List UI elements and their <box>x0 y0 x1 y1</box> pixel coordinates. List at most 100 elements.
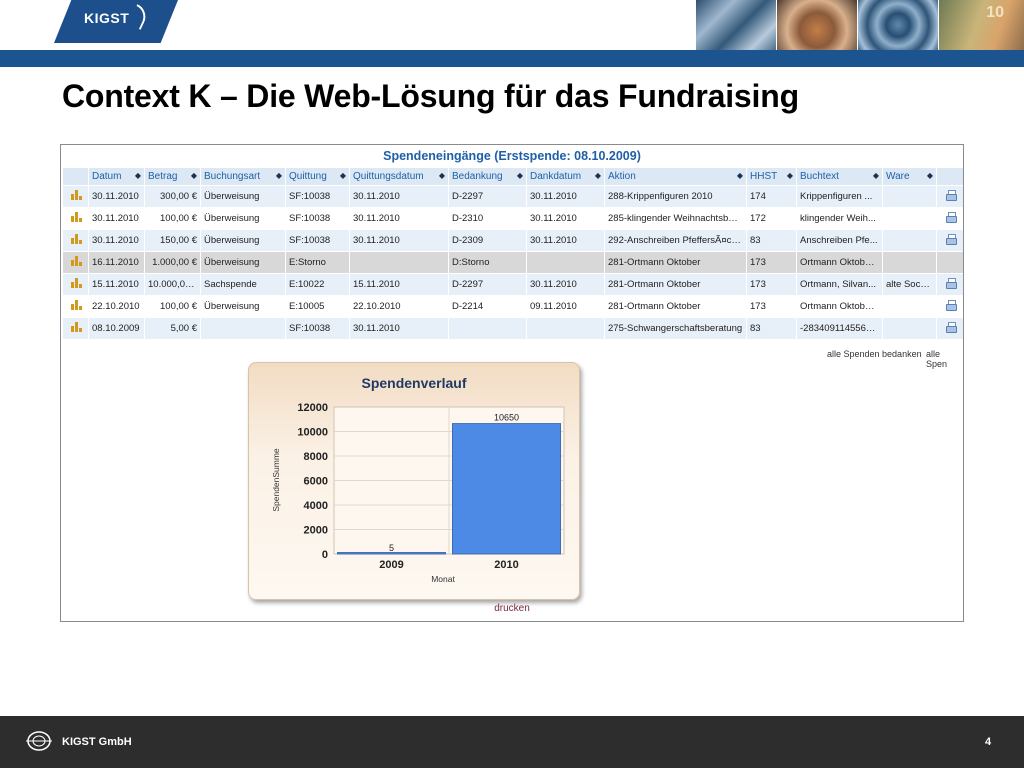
column-header-buchtext[interactable]: Buchtext ◆ <box>796 167 883 186</box>
cell-aktion: 281-Ortmann Oktober <box>604 273 747 296</box>
sort-icon: ◆ <box>275 171 282 180</box>
column-header-hhst[interactable]: HHST ◆ <box>746 167 797 186</box>
cell-quittung: E:10005 <box>285 295 350 318</box>
bar-chart-icon <box>70 256 82 266</box>
cell-bedankung <box>448 317 527 340</box>
bar-chart-icon <box>70 278 82 288</box>
cell-buchungsart: Überweisung <box>200 251 286 274</box>
donations-table: Datum ◆ Betrag ◆ Buchungsart ◆ Quittung ◆ Qu… <box>62 167 963 340</box>
cell-buchtext: -283409114556TP... <box>796 317 883 340</box>
data-label: 5 <box>389 543 394 553</box>
bar-chart-icon <box>70 190 82 200</box>
row-print-button[interactable] <box>936 185 963 208</box>
cell-aktion: 281-Ortmann Oktober <box>604 295 747 318</box>
row-chart-button[interactable] <box>62 295 89 318</box>
cell-buchungsart: Überweisung <box>200 207 286 230</box>
table-header-row: Datum ◆ Betrag ◆ Buchungsart ◆ Quittung ◆ Qu… <box>62 167 963 186</box>
row-print-button[interactable] <box>936 317 963 340</box>
cell-aktion: 288-Krippenfiguren 2010 <box>604 185 747 208</box>
column-label: Datum <box>92 171 122 182</box>
column-header-betrag[interactable]: Betrag ◆ <box>144 167 201 186</box>
footer: KIGST GmbH 4 <box>0 716 1024 768</box>
column-label: Buchtext <box>800 171 839 182</box>
cell-bedankung: D-2297 <box>448 273 527 296</box>
column-header-buchungsart[interactable]: Buchungsart ◆ <box>200 167 286 186</box>
y-tick-label: 4000 <box>304 500 328 512</box>
cell-bedankung: D-2214 <box>448 295 527 318</box>
row-print-button[interactable] <box>936 273 963 296</box>
y-tick-label: 8000 <box>304 451 328 463</box>
donations-panel: Spendeneingänge (Erstspende: 08.10.2009)… <box>60 144 964 622</box>
cell-buchtext: klingender Weih... <box>796 207 883 230</box>
column-label: Ware <box>886 171 910 182</box>
table-row[interactable]: 22.10.2010 100,00 € Überweisung E:10005 … <box>62 295 963 318</box>
table-row[interactable]: 30.11.2010 300,00 € Überweisung SF:10038… <box>62 185 963 208</box>
cell-bedankung: D-2310 <box>448 207 527 230</box>
cell-buchungsart <box>200 317 286 340</box>
row-chart-button[interactable] <box>62 317 89 340</box>
column-header-dankdatum[interactable]: Dankdatum ◆ <box>526 167 605 186</box>
cell-betrag: 10.000,00 € <box>144 273 201 296</box>
table-row[interactable]: 30.11.2010 150,00 € Überweisung SF:10038… <box>62 229 963 252</box>
cell-dankdatum <box>526 317 605 340</box>
table-row[interactable]: 15.11.2010 10.000,00 € Sachspende E:1002… <box>62 273 963 296</box>
sort-icon: ◆ <box>926 171 933 180</box>
cell-quittungsdatum: 22.10.2010 <box>349 295 449 318</box>
column-header-ware[interactable]: Ware ◆ <box>882 167 937 186</box>
column-header-aktion[interactable]: Aktion ◆ <box>604 167 747 186</box>
row-chart-button[interactable] <box>62 207 89 230</box>
cell-quittungsdatum: 30.11.2010 <box>349 207 449 230</box>
row-print-button[interactable] <box>936 207 963 230</box>
cell-ware <box>882 229 937 252</box>
row-chart-button[interactable] <box>62 251 89 274</box>
thank-all-donations-link[interactable]: alle Spenden bedanken <box>827 349 922 359</box>
header-icon-column <box>62 167 89 186</box>
sort-icon: ◆ <box>134 171 141 180</box>
page-title: Context K – Die Web-Lösung für das Fundr… <box>62 78 799 114</box>
donation-chart: Spendenverlauf 5 10650 0 2000 4000 6000 8000 1… <box>271 375 565 584</box>
table-row[interactable]: 30.11.2010 100,00 € Überweisung SF:10038… <box>62 207 963 230</box>
cell-dankdatum: 30.11.2010 <box>526 229 605 252</box>
thank-all-link-truncated[interactable]: alle Spen <box>926 349 948 369</box>
row-chart-button[interactable] <box>62 229 89 252</box>
cell-quittung: E:10022 <box>285 273 350 296</box>
row-chart-button[interactable] <box>62 185 89 208</box>
row-chart-button[interactable] <box>62 273 89 296</box>
cell-datum: 30.11.2010 <box>88 207 145 230</box>
cell-quittungsdatum <box>349 251 449 274</box>
column-label: Buchungsart <box>204 171 261 182</box>
cell-dankdatum: 30.11.2010 <box>526 207 605 230</box>
header-photo-water <box>858 0 938 50</box>
donations-body: 30.11.2010 300,00 € Überweisung SF:10038… <box>62 185 963 340</box>
row-print-button[interactable] <box>936 295 963 318</box>
column-header-quittungsdatum[interactable]: Quittungsdatum ◆ <box>349 167 449 186</box>
row-print-button[interactable] <box>936 229 963 252</box>
y-tick-label: 0 <box>322 549 328 561</box>
bar-chart-icon <box>70 322 82 332</box>
logo-text: KIGST <box>84 10 130 26</box>
bar-chart-icon <box>70 234 82 244</box>
column-label: Bedankung <box>452 171 503 182</box>
cell-datum: 22.10.2010 <box>88 295 145 318</box>
cell-hhst: 174 <box>746 185 797 208</box>
cell-ware <box>882 295 937 318</box>
header-bar <box>0 50 1024 67</box>
sort-icon: ◆ <box>190 171 197 180</box>
table-row-storno[interactable]: 16.11.2010 1.000,00 € Überweisung E:Stor… <box>62 251 963 274</box>
cell-quittung: E:Storno <box>285 251 350 274</box>
sort-icon: ◆ <box>594 171 601 180</box>
column-header-bedankung[interactable]: Bedankung ◆ <box>448 167 527 186</box>
table-row[interactable]: 08.10.2009 5,00 € SF:10038 30.11.2010 27… <box>62 317 963 340</box>
cell-buchungsart: Sachspende <box>200 273 286 296</box>
column-label: HHST <box>750 171 778 182</box>
column-header-datum[interactable]: Datum ◆ <box>88 167 145 186</box>
y-axis-label: SpendenSumme <box>271 448 281 512</box>
column-label: Aktion <box>608 171 636 182</box>
cell-aktion: 275-Schwangerschaftsberatung <box>604 317 747 340</box>
cell-betrag: 100,00 € <box>144 295 201 318</box>
print-link[interactable]: drucken <box>494 603 530 614</box>
column-header-quittung[interactable]: Quittung ◆ <box>285 167 350 186</box>
cell-quittungsdatum: 30.11.2010 <box>349 317 449 340</box>
cell-buchtext: Krippenfiguren ... <box>796 185 883 208</box>
cell-buchtext: Ortmann Oktober... <box>796 295 883 318</box>
